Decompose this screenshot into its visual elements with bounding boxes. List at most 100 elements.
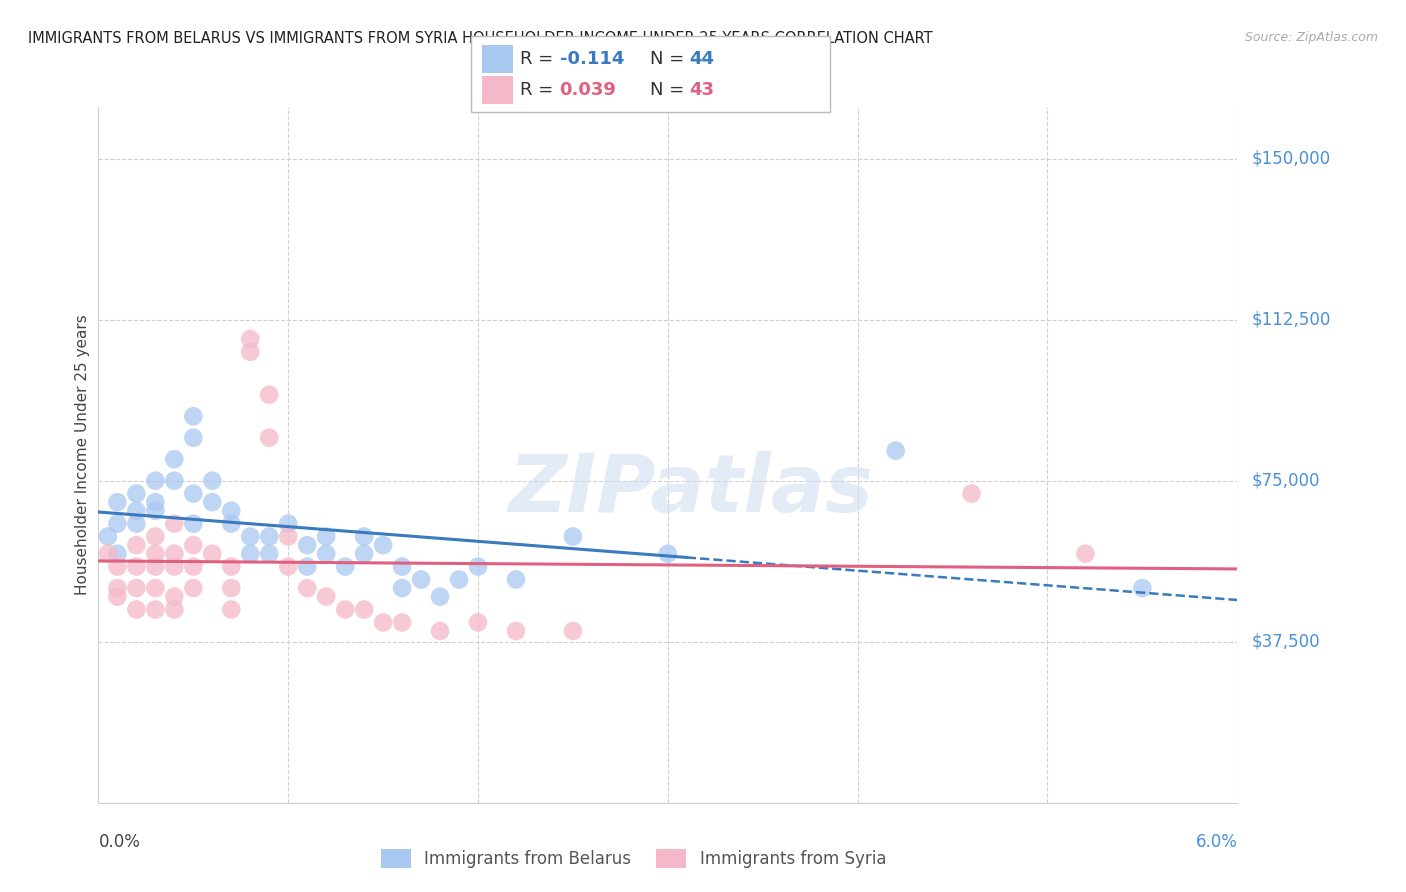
Point [125,581,148,595]
Point [239,529,262,543]
Point [163,559,186,574]
Point [163,452,186,467]
Point [353,602,375,616]
Point [353,547,375,561]
Point [183,431,205,445]
Text: ZIPatlas: ZIPatlas [508,450,873,529]
Point [183,581,205,595]
Point [107,590,129,604]
Point [221,581,243,595]
Point [562,529,585,543]
Text: 43: 43 [689,81,714,99]
Point [315,547,337,561]
Point [315,590,337,604]
Point [221,504,243,518]
Point [1132,581,1154,595]
Point [353,529,375,543]
Point [107,495,129,509]
Text: R =: R = [520,50,560,68]
Point [145,602,167,616]
Point [277,529,299,543]
Text: Source: ZipAtlas.com: Source: ZipAtlas.com [1244,31,1378,45]
Point [145,529,167,543]
Point [183,538,205,552]
Text: N =: N = [650,50,689,68]
Text: 44: 44 [689,50,714,68]
Text: $75,000: $75,000 [1251,472,1320,490]
Legend: Immigrants from Belarus, Immigrants from Syria: Immigrants from Belarus, Immigrants from… [374,842,893,874]
Point [391,615,413,630]
Text: 0.039: 0.039 [560,81,616,99]
Point [201,474,224,488]
Text: N =: N = [650,81,689,99]
Point [297,538,319,552]
Point [335,559,357,574]
Point [259,431,281,445]
Point [657,547,679,561]
Point [239,547,262,561]
Point [429,590,451,604]
Point [429,624,451,638]
Point [201,547,224,561]
Point [297,559,319,574]
Point [259,547,281,561]
Text: 0.0%: 0.0% [98,833,141,851]
Point [259,388,281,402]
Text: -0.114: -0.114 [560,50,624,68]
Point [259,529,281,543]
Point [163,474,186,488]
Point [221,559,243,574]
Point [960,486,983,500]
Point [221,602,243,616]
Point [145,474,167,488]
Point [163,547,186,561]
Point [1074,547,1097,561]
Point [239,344,262,359]
Point [125,516,148,531]
Point [163,516,186,531]
Point [145,547,167,561]
Point [411,573,433,587]
Point [107,516,129,531]
Point [183,559,205,574]
Point [277,516,299,531]
Point [315,529,337,543]
Point [183,409,205,424]
Point [221,516,243,531]
Point [505,573,527,587]
Point [562,624,585,638]
Point [239,332,262,346]
Point [884,443,907,458]
Point [145,581,167,595]
Point [201,495,224,509]
Y-axis label: Householder Income Under 25 years: Householder Income Under 25 years [75,315,90,595]
Point [125,504,148,518]
Point [467,615,489,630]
Text: IMMIGRANTS FROM BELARUS VS IMMIGRANTS FROM SYRIA HOUSEHOLDER INCOME UNDER 25 YEA: IMMIGRANTS FROM BELARUS VS IMMIGRANTS FR… [28,31,932,46]
Point [145,504,167,518]
Point [391,559,413,574]
Point [335,602,357,616]
Point [183,486,205,500]
Point [107,581,129,595]
Point [163,590,186,604]
Point [125,486,148,500]
Text: $150,000: $150,000 [1251,150,1330,168]
Point [145,495,167,509]
Point [163,602,186,616]
Text: $37,500: $37,500 [1251,632,1320,651]
Point [125,602,148,616]
Point [125,538,148,552]
Point [467,559,489,574]
Point [391,581,413,595]
Point [145,559,167,574]
Point [97,529,120,543]
Text: $112,500: $112,500 [1251,310,1330,328]
Text: 6.0%: 6.0% [1195,833,1237,851]
Point [107,559,129,574]
Point [277,559,299,574]
Text: R =: R = [520,81,560,99]
Point [107,547,129,561]
Point [297,581,319,595]
Point [371,538,394,552]
